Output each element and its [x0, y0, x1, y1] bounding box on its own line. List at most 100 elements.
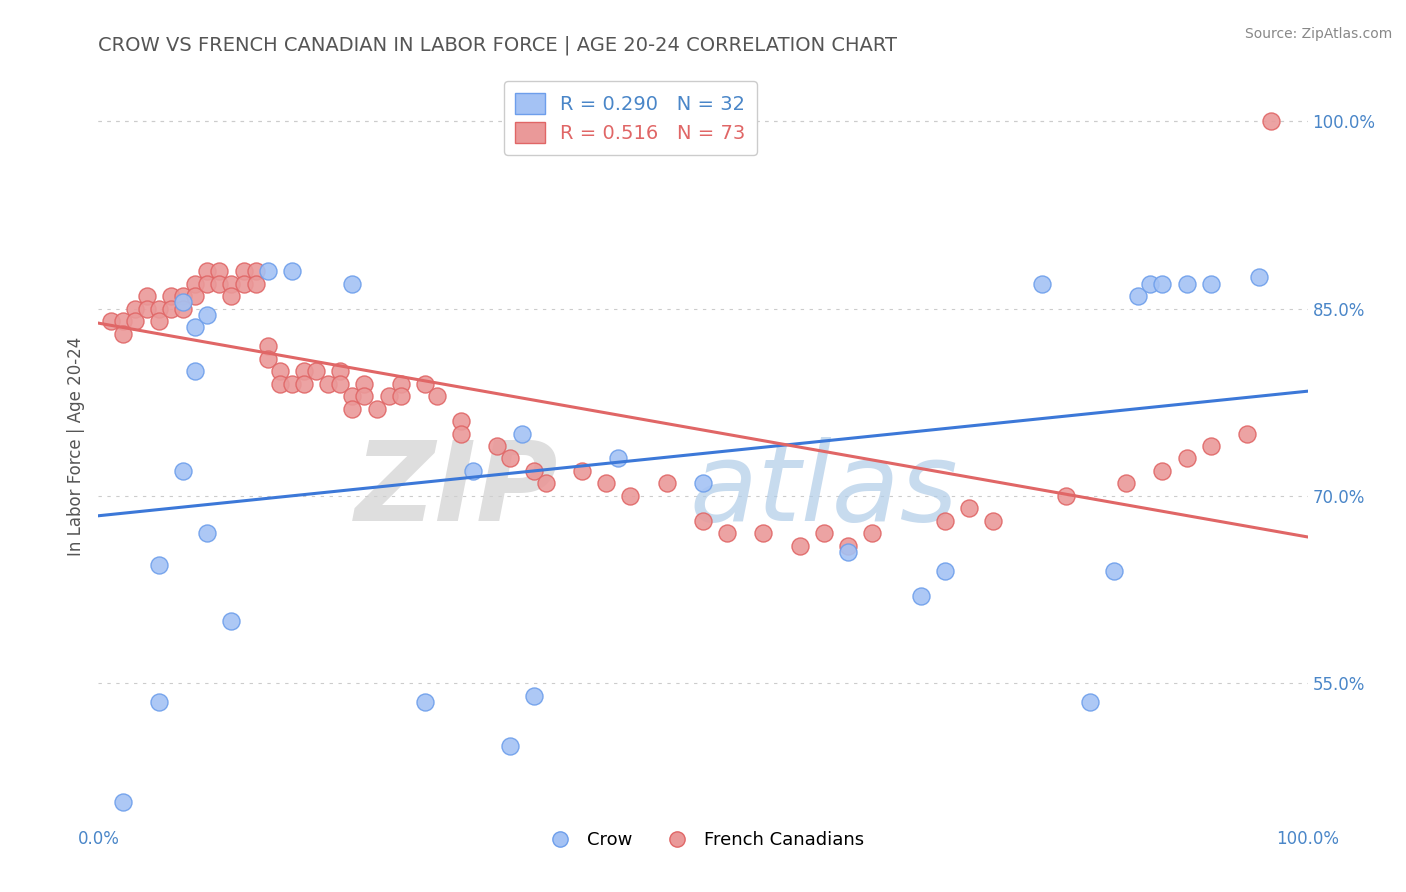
Point: [256, 264, 278, 278]
Point: [353, 389, 375, 403]
Point: [366, 401, 388, 416]
Point: [135, 301, 157, 316]
Point: [281, 376, 304, 391]
Point: [1031, 277, 1053, 291]
Point: [413, 376, 436, 391]
Point: [377, 389, 399, 403]
Point: [221, 277, 243, 291]
Point: [752, 526, 775, 541]
Point: [595, 476, 617, 491]
Point: [172, 289, 194, 303]
Point: [184, 320, 207, 334]
Point: [329, 376, 352, 391]
Point: [195, 308, 218, 322]
Point: [172, 301, 194, 316]
Point: [413, 695, 436, 709]
Point: [256, 339, 278, 353]
Point: [450, 414, 472, 428]
Point: [1139, 277, 1161, 291]
Point: [934, 564, 956, 578]
Point: [389, 389, 412, 403]
Point: [860, 526, 883, 541]
Point: [1260, 114, 1282, 128]
Point: [498, 451, 520, 466]
Point: [523, 464, 546, 478]
Point: [837, 545, 859, 559]
Point: [232, 264, 254, 278]
Point: [716, 526, 738, 541]
Y-axis label: In Labor Force | Age 20-24: In Labor Force | Age 20-24: [66, 336, 84, 556]
Point: [1152, 277, 1174, 291]
Point: [245, 264, 267, 278]
Point: [450, 426, 472, 441]
Point: [389, 376, 412, 391]
Point: [172, 464, 194, 478]
Point: [571, 464, 593, 478]
Point: [813, 526, 835, 541]
Point: [221, 289, 243, 303]
Point: [124, 314, 146, 328]
Text: ZIP: ZIP: [354, 437, 558, 544]
Point: [1236, 426, 1258, 441]
Point: [221, 614, 243, 628]
Point: [498, 739, 520, 753]
Point: [245, 277, 267, 291]
Point: [607, 451, 630, 466]
Point: [160, 289, 183, 303]
Point: [172, 295, 194, 310]
Point: [426, 389, 449, 403]
Point: [208, 264, 231, 278]
Point: [256, 351, 278, 366]
Point: [523, 689, 546, 703]
Point: [292, 376, 315, 391]
Point: [692, 476, 714, 491]
Point: [619, 489, 641, 503]
Point: [1128, 289, 1150, 303]
Point: [148, 301, 170, 316]
Point: [148, 695, 170, 709]
Point: [1078, 695, 1101, 709]
Point: [1199, 277, 1222, 291]
Point: [486, 439, 509, 453]
Point: [957, 501, 980, 516]
Point: [269, 376, 291, 391]
Point: [292, 364, 315, 378]
Point: [837, 539, 859, 553]
Point: [184, 289, 207, 303]
Point: [184, 277, 207, 291]
Point: [195, 526, 218, 541]
Point: [1175, 451, 1198, 466]
Point: [148, 558, 170, 572]
Point: [534, 476, 557, 491]
Point: [692, 514, 714, 528]
Point: [100, 314, 122, 328]
Point: [329, 364, 352, 378]
Point: [342, 277, 364, 291]
Point: [981, 514, 1004, 528]
Point: [655, 476, 678, 491]
Point: [305, 364, 328, 378]
Point: [463, 464, 485, 478]
Point: [510, 426, 533, 441]
Point: [342, 401, 364, 416]
Point: [124, 301, 146, 316]
Point: [1175, 277, 1198, 291]
Point: [195, 264, 218, 278]
Point: [342, 389, 364, 403]
Point: [269, 364, 291, 378]
Text: atlas: atlas: [689, 437, 959, 544]
Point: [1249, 270, 1271, 285]
Legend: Crow, French Canadians: Crow, French Canadians: [534, 824, 872, 856]
Point: [111, 314, 134, 328]
Point: [111, 795, 134, 809]
Point: [111, 326, 134, 341]
Point: [316, 376, 339, 391]
Point: [789, 539, 811, 553]
Point: [1102, 564, 1125, 578]
Point: [281, 264, 304, 278]
Point: [148, 314, 170, 328]
Point: [353, 376, 375, 391]
Point: [934, 514, 956, 528]
Point: [195, 277, 218, 291]
Point: [160, 301, 183, 316]
